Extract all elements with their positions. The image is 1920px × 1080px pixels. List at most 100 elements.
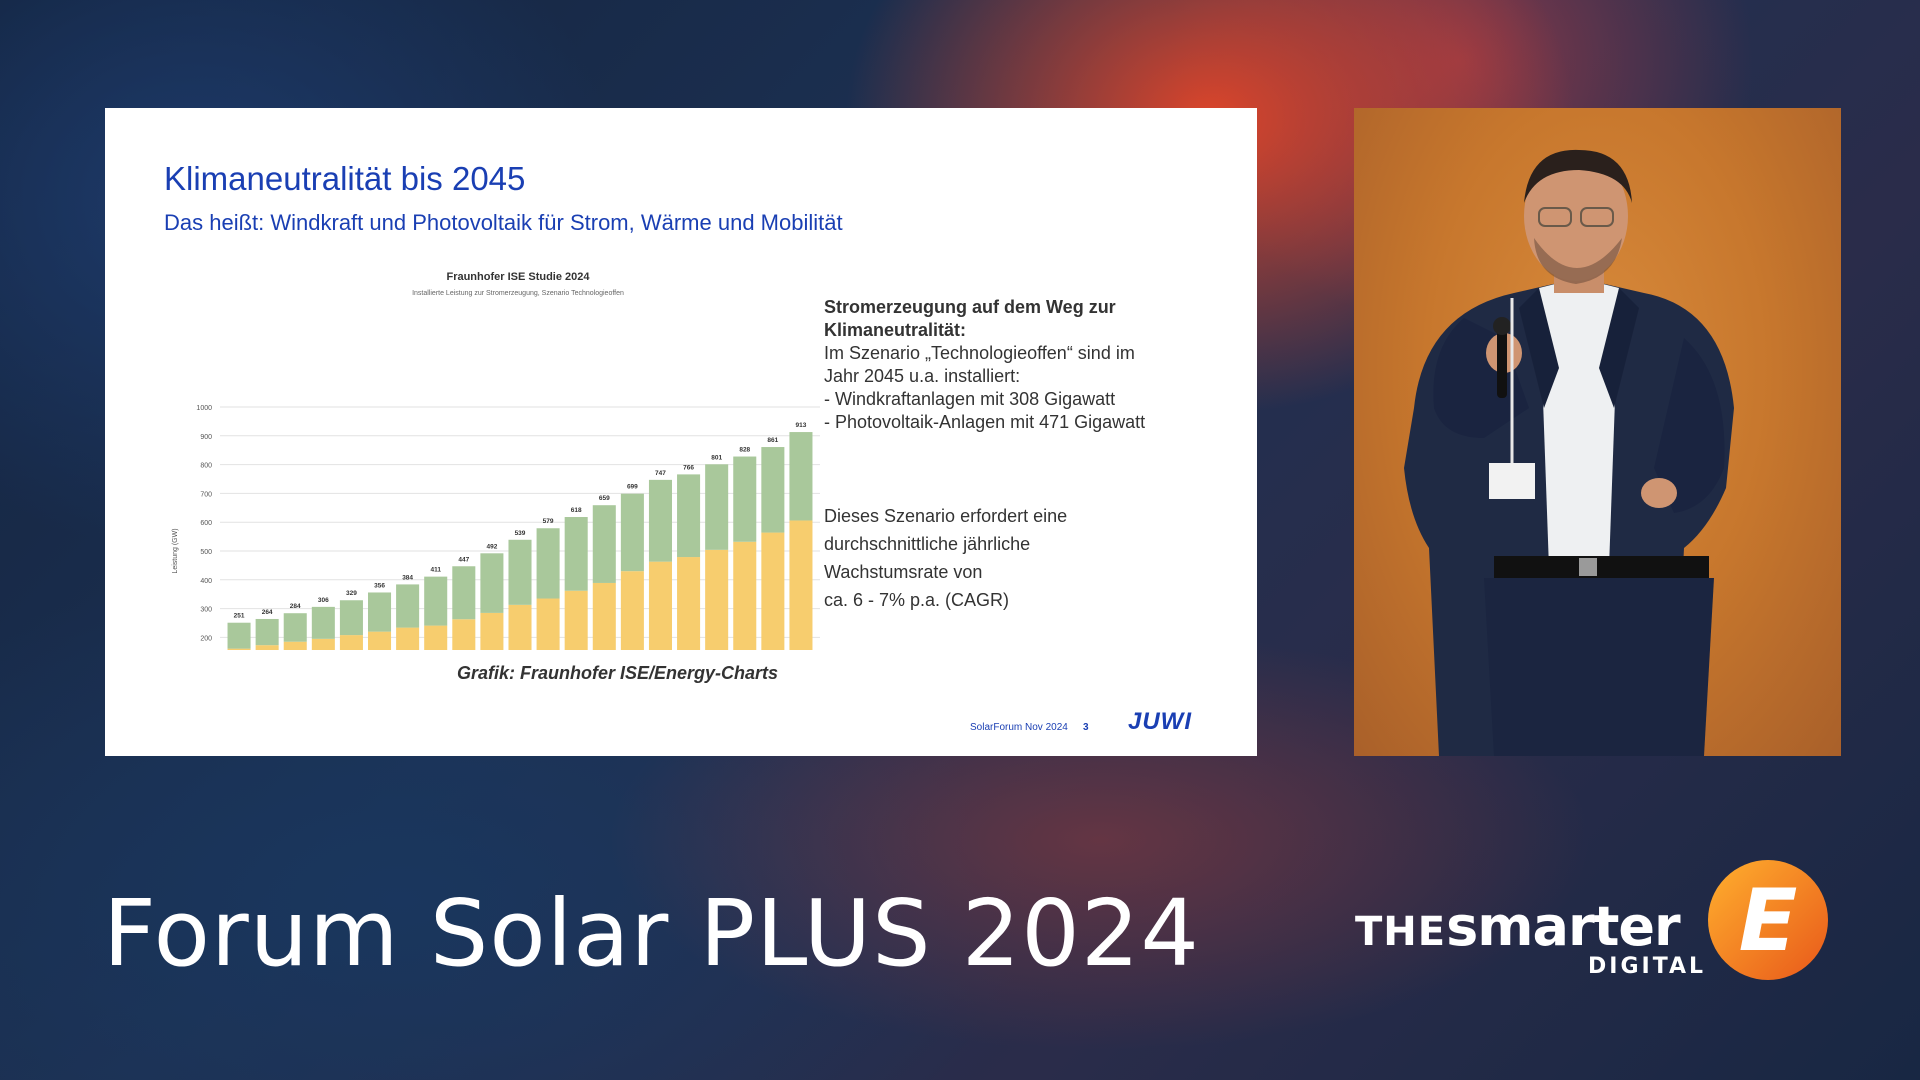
bar-segment-wind (705, 464, 729, 550)
bar-segment-solar (789, 520, 813, 650)
text-line-1: Im Szenario „Technologieoffen“ sind im (824, 343, 1135, 363)
slide-subtitle: Das heißt: Windkraft und Photovoltaik fü… (164, 210, 843, 235)
bar-total-label: 699 (627, 484, 638, 491)
text-line-3: - Windkraftanlagen mit 308 Gigawatt (824, 389, 1116, 409)
bar-segment-solar (255, 645, 279, 650)
bar-segment-solar (396, 627, 420, 650)
event-title: Forum Solar PLUS 2024 (103, 880, 1200, 987)
text-heading-line-1: Stromerzeugung auf dem Weg zur (824, 297, 1116, 317)
bar-segment-wind (396, 584, 420, 628)
bar-segment-wind (789, 432, 813, 521)
bar-segment-wind (255, 618, 279, 646)
bar-total-label: 861 (767, 437, 778, 444)
bar-total-label: 618 (571, 507, 582, 514)
bar-segment-wind (677, 474, 701, 558)
bar-segment-solar (368, 631, 392, 650)
bar-segment-wind (424, 576, 448, 626)
text2-line-3: Wachstumsrate von (824, 562, 983, 582)
bar-segment-wind (311, 606, 335, 639)
bar-total-label: 828 (739, 447, 750, 454)
bar-segment-solar (227, 648, 251, 650)
bar-total-label: 306 (318, 597, 329, 604)
bar-total-label: 329 (346, 590, 357, 597)
text2-line-1: Dieses Szenario erfordert eine (824, 506, 1068, 526)
chart-subtitle: Installierte Leistung zur Stromerzeugung… (412, 290, 624, 297)
y-tick-label: 900 (200, 434, 212, 441)
bar-segment-wind (564, 517, 588, 591)
bar-total-label: 913 (796, 422, 807, 429)
y-tick-label: 400 (200, 578, 212, 585)
bar-total-label: 747 (655, 470, 666, 477)
bar-total-label: 539 (515, 530, 526, 537)
bar-segment-solar (648, 561, 672, 650)
bar-total-label: 801 (711, 454, 722, 461)
presentation-slide: Klimaneutralität bis 2045 Das heißt: Win… (105, 108, 1257, 756)
text-block-1: Stromerzeugung auf dem Weg zur Klimaneut… (824, 296, 1234, 434)
chart-title: Fraunhofer ISE Studie 2024 (446, 271, 590, 283)
brand-wordmark: THEsmarter (1355, 895, 1681, 958)
bar-segment-wind (508, 539, 532, 605)
bar-total-label: 659 (599, 495, 610, 502)
text2-line-4: ca. 6 - 7% p.a. (CAGR) (824, 590, 1010, 610)
bar-segment-solar (339, 635, 363, 650)
speaker-video (1354, 108, 1841, 756)
brand-e-logo: E (1708, 860, 1828, 980)
bar-total-label: 284 (290, 603, 301, 610)
text-line-2: Jahr 2045 u.a. installiert: (824, 366, 1021, 386)
bar-segment-wind (733, 456, 757, 542)
bar-total-label: 251 (234, 613, 245, 620)
text-heading-line-2: Klimaneutralität: (824, 320, 967, 340)
bar-segment-solar (424, 625, 448, 650)
bar-segment-wind (339, 600, 363, 636)
bar-total-label: 411 (430, 567, 441, 574)
bar-segment-solar (705, 549, 729, 650)
bar-segment-solar (452, 619, 476, 650)
brand-e-letter: E (1739, 871, 1798, 971)
y-tick-label: 600 (200, 520, 212, 527)
bar-total-label: 384 (402, 574, 413, 581)
y-tick-label: 1000 (196, 405, 212, 412)
slide-page-number: 3 (1083, 722, 1089, 733)
bar-segment-solar (283, 641, 307, 650)
bar-total-label: 766 (683, 464, 694, 471)
bar-segment-wind (452, 566, 476, 620)
y-tick-label: 800 (200, 463, 212, 470)
bar-segment-solar (480, 612, 504, 650)
bar-total-label: 579 (543, 518, 554, 525)
chart-svg: Fraunhofer ISE Studie 2024 Installierte L… (172, 271, 820, 650)
bar-segment-solar (620, 571, 644, 650)
bar-segment-solar (733, 541, 757, 650)
bar-segment-solar (564, 590, 588, 650)
stacked-bar-chart: Fraunhofer ISE Studie 2024 Installierte L… (165, 250, 835, 650)
text-block-2: Dieses Szenario erfordert eine durchschn… (824, 502, 1234, 614)
bar-segment-solar (536, 598, 560, 650)
bar-total-label: 356 (374, 582, 385, 589)
bar-segment-wind (761, 447, 785, 533)
y-axis-label: Leistung (GW) (172, 528, 179, 573)
slide-title: Klimaneutralität bis 2045 (164, 160, 526, 197)
brand-smarter: smarter (1446, 895, 1681, 958)
slide-footer: SolarForum Nov 2024 (970, 722, 1068, 733)
bar-segment-wind (648, 479, 672, 562)
bar-segment-solar (592, 582, 616, 650)
bar-segment-wind (480, 553, 504, 613)
bar-segment-solar (677, 557, 701, 650)
y-tick-label: 300 (200, 607, 212, 614)
text-line-4: - Photovoltaik-Anlagen mit 471 Gigawatt (824, 412, 1146, 432)
bar-total-label: 447 (458, 556, 469, 563)
y-tick-label: 700 (200, 491, 212, 498)
bar-segment-wind (283, 613, 307, 642)
y-tick-label: 200 (200, 635, 212, 642)
brand-the: THE (1355, 909, 1447, 955)
bar-total-label: 264 (262, 609, 273, 616)
bar-segment-wind (592, 505, 616, 583)
speaker-illustration (1404, 149, 1734, 756)
bar-segment-wind (227, 622, 251, 649)
juwi-logo: JUWI (1128, 708, 1192, 735)
chart-credit: Grafik: Fraunhofer ISE/Energy-Charts (457, 663, 779, 683)
bar-segment-solar (311, 638, 335, 650)
bar-segment-wind (620, 493, 644, 572)
bar-segment-solar (508, 604, 532, 650)
brand-digital: DIGITAL (1588, 954, 1707, 979)
bar-segment-solar (761, 532, 785, 650)
